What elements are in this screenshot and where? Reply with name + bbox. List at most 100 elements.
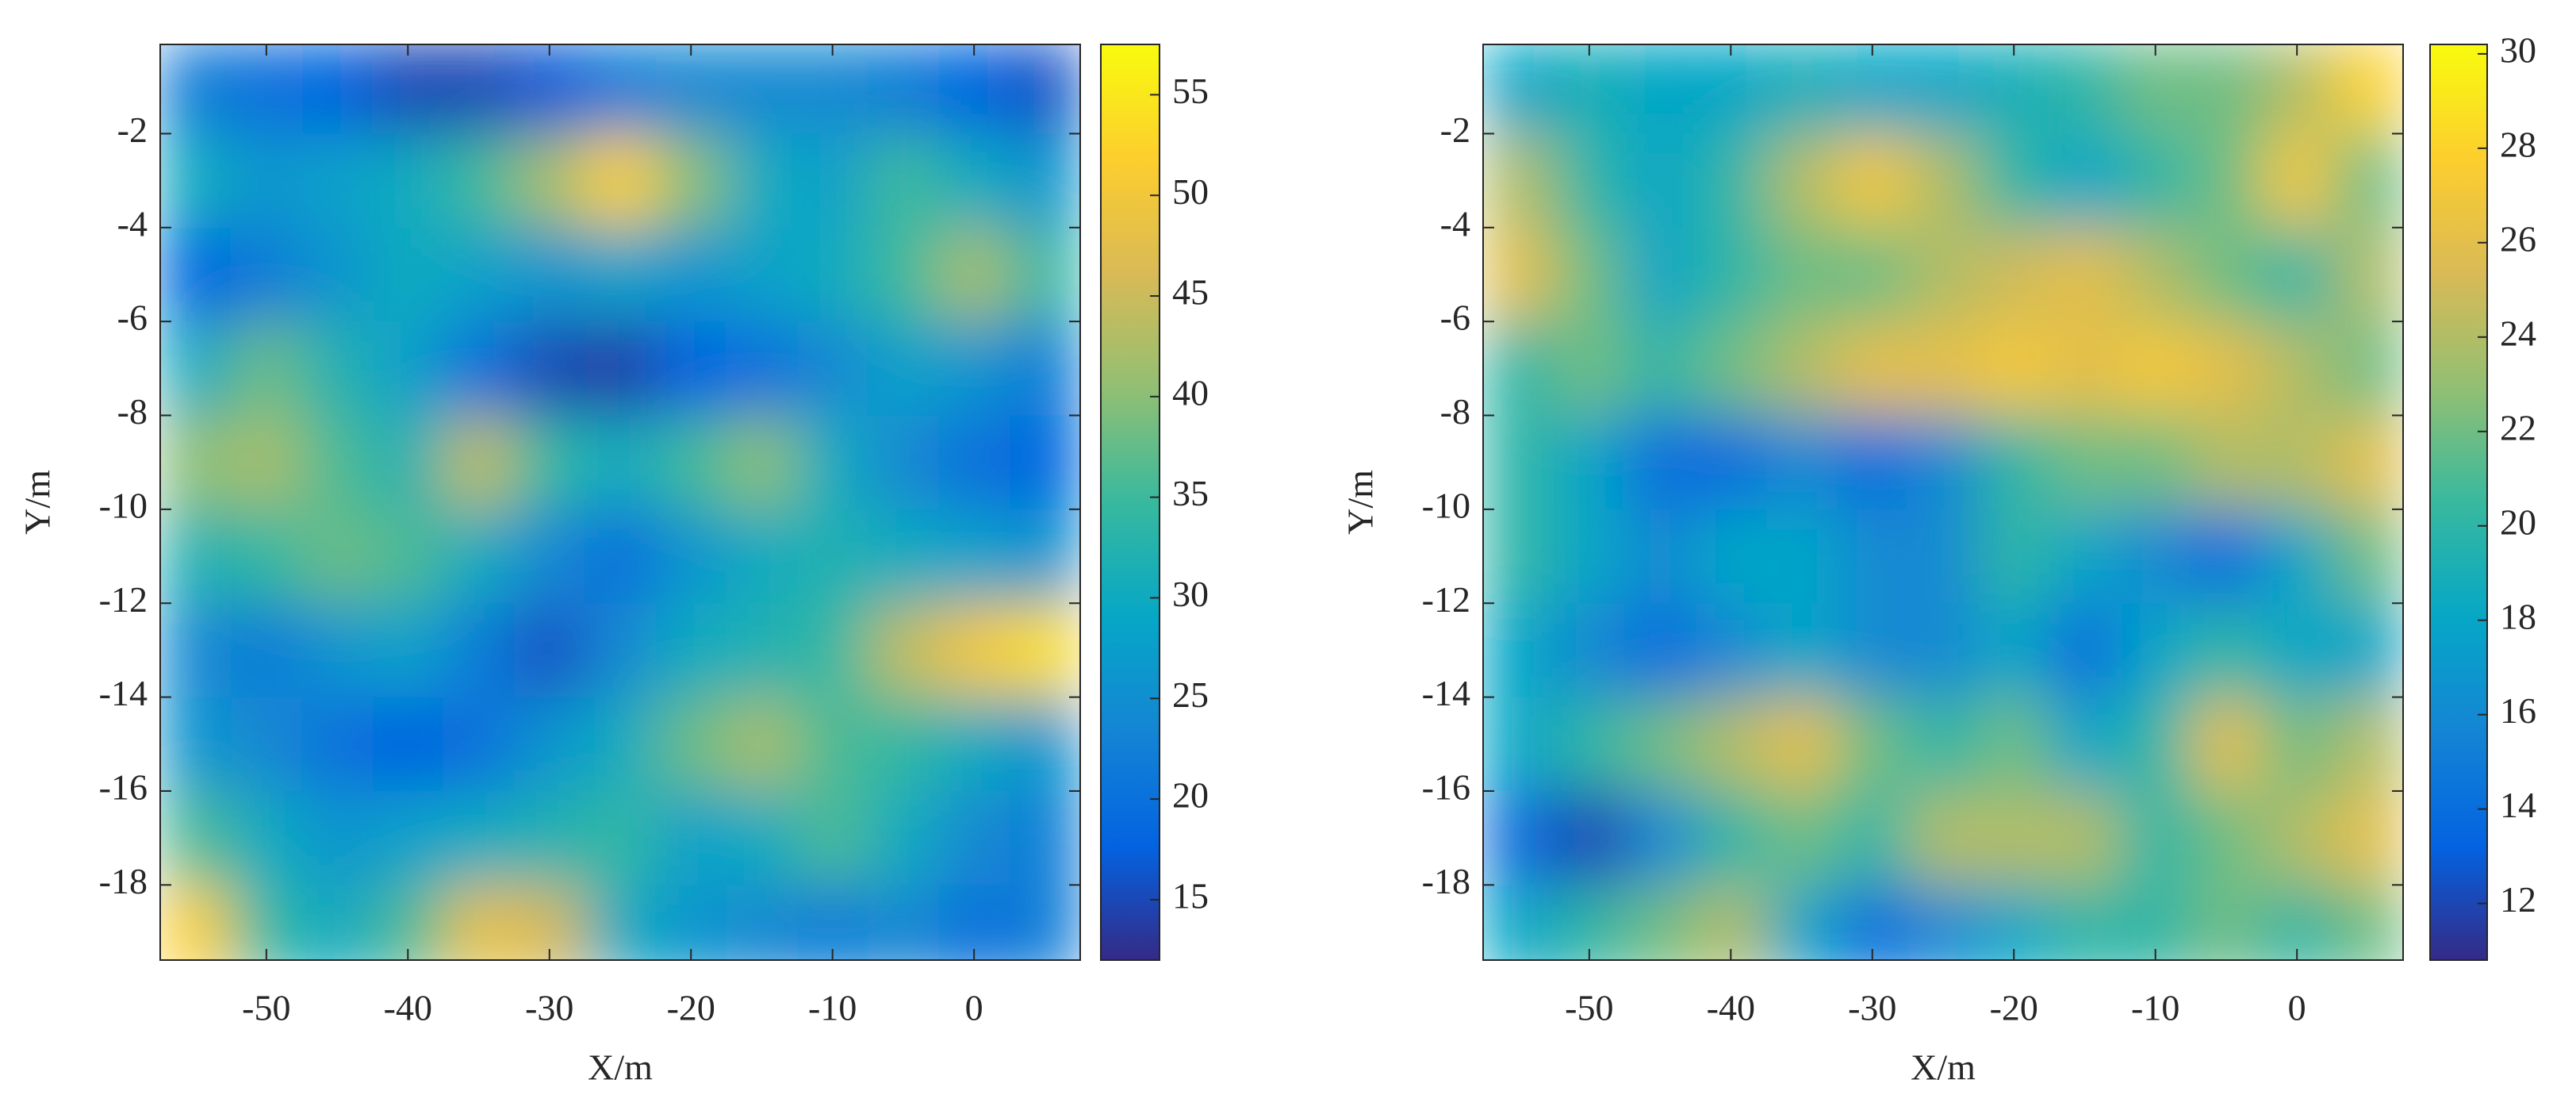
heatmap-cell xyxy=(1554,790,1626,886)
heatmap-cell xyxy=(1554,133,1626,229)
heatmap-cell xyxy=(443,321,516,417)
heatmap-cell xyxy=(2261,697,2333,792)
heatmap-cell xyxy=(372,44,444,135)
heatmap-cell xyxy=(2120,885,2192,960)
heatmap-cell xyxy=(1009,603,1080,698)
heatmap-cell xyxy=(514,44,586,135)
y-tick-label: -6 xyxy=(1440,298,1470,338)
heatmap-cell xyxy=(655,603,727,698)
heatmap-cell xyxy=(1907,603,1980,698)
heatmap-cell xyxy=(2332,321,2403,417)
heatmap-cell xyxy=(1978,885,2050,960)
heatmap-cell xyxy=(938,603,1010,698)
colorbar-tick-label: 14 xyxy=(2500,785,2536,825)
heatmap-cell xyxy=(1907,509,1980,605)
heatmap-cell xyxy=(160,509,232,605)
y-tick-label: -18 xyxy=(99,861,148,901)
heatmap-cell xyxy=(1837,697,1909,792)
heatmap-cell xyxy=(2332,44,2403,135)
heatmap-cell xyxy=(2120,790,2192,886)
heatmap-cell xyxy=(655,133,727,229)
heatmap-cell xyxy=(1837,509,1909,605)
heatmap-cell xyxy=(2049,321,2122,417)
heatmap-cell xyxy=(868,697,940,792)
heatmap-cell xyxy=(372,790,444,886)
heatmap-cell xyxy=(2120,227,2192,323)
colorbar-tick-label: 20 xyxy=(2500,501,2536,542)
heatmap-cell xyxy=(514,415,586,510)
heatmap-cell xyxy=(2332,133,2403,229)
heatmap-cell xyxy=(1695,509,1767,605)
heatmap-cell xyxy=(1009,790,1080,886)
x-tick-label: -10 xyxy=(2131,988,2179,1028)
heatmap-cell xyxy=(797,885,869,960)
heatmap-cell xyxy=(2332,415,2403,510)
heatmap-cell xyxy=(868,227,940,323)
heatmap-cell xyxy=(1765,415,1838,510)
heatmap-cell xyxy=(1907,133,1980,229)
heatmap-cell xyxy=(372,227,444,323)
heatmap-cell xyxy=(726,603,799,698)
heatmap-cell xyxy=(2261,509,2333,605)
heatmap-cell xyxy=(1624,790,1696,886)
heatmap-cell xyxy=(938,321,1010,417)
x-axis-label: X/m xyxy=(1911,1047,1976,1088)
x-tick-label: -30 xyxy=(1848,988,1896,1028)
heatmap-cell xyxy=(160,44,232,135)
heatmap-cell xyxy=(868,133,940,229)
heatmap-cell xyxy=(797,697,869,792)
heatmap-cell xyxy=(372,415,444,510)
y-tick-label: -12 xyxy=(99,579,148,620)
heatmap-cell xyxy=(2261,227,2333,323)
heatmap-cell xyxy=(1624,227,1696,323)
heatmap-cell xyxy=(1837,321,1909,417)
heatmap-cell xyxy=(1907,885,1980,960)
heatmap-cell xyxy=(1009,697,1080,792)
heatmap-cell xyxy=(726,415,799,510)
heatmap-cell xyxy=(514,321,586,417)
heatmap-cell xyxy=(585,227,657,323)
heatmap-cell xyxy=(1483,44,1555,135)
heatmap-cell xyxy=(585,885,657,960)
heatmap-cell xyxy=(797,227,869,323)
heatmap-cell xyxy=(2191,509,2263,605)
heatmap-cell xyxy=(1009,321,1080,417)
colorbar xyxy=(1100,44,1160,961)
heatmap-cell xyxy=(2332,227,2403,323)
y-axis-label: Y/m xyxy=(17,470,58,535)
heatmap-cell xyxy=(231,885,303,960)
heatmap-cell xyxy=(1907,790,1980,886)
heatmap-cell xyxy=(2120,509,2192,605)
heatmap-cell xyxy=(726,44,799,135)
heatmap-cell xyxy=(2332,790,2403,886)
heatmap-cell xyxy=(2049,44,2122,135)
heatmap-cell xyxy=(231,697,303,792)
heatmap-cell xyxy=(655,44,727,135)
heatmap-cell xyxy=(1978,133,2050,229)
heatmap-cell xyxy=(938,133,1010,229)
colorbar-tick-label: 40 xyxy=(1172,372,1209,413)
heatmap-cell xyxy=(1695,44,1767,135)
heatmap-cell xyxy=(2191,697,2263,792)
heatmap-cell xyxy=(1978,415,2050,510)
heatmap-cell xyxy=(2261,603,2333,698)
heatmap-cell xyxy=(2261,44,2333,135)
heatmap-cell xyxy=(1978,603,2050,698)
heatmap-cell xyxy=(1483,321,1555,417)
heatmap-cell xyxy=(1695,133,1767,229)
heatmap-cell xyxy=(1624,885,1696,960)
heatmap-cell xyxy=(301,603,374,698)
heatmap-cell xyxy=(2049,509,2122,605)
heatmap-cell xyxy=(443,603,516,698)
heatmap-cell xyxy=(1765,227,1838,323)
heatmap-cell xyxy=(1483,697,1555,792)
y-tick-label: -14 xyxy=(1422,673,1470,713)
heatmap-cell xyxy=(938,509,1010,605)
heatmap-cell xyxy=(372,697,444,792)
heatmap-cell xyxy=(1554,697,1626,792)
y-axis-label: Y/m xyxy=(1340,470,1381,535)
heatmap-cell xyxy=(1837,790,1909,886)
y-tick-label: -6 xyxy=(117,298,148,338)
heatmap-cell xyxy=(2261,885,2333,960)
heatmap-cell xyxy=(585,603,657,698)
